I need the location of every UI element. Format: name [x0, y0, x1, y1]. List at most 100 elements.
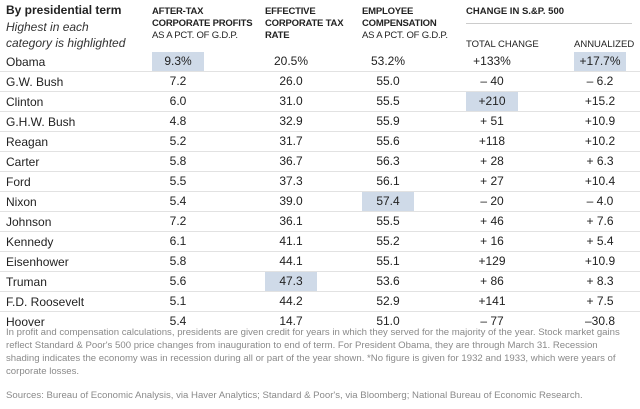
column-header-annualized: ANNUALIZED	[574, 39, 635, 50]
cell-total: – 40	[466, 72, 574, 91]
cell-total: + 28	[466, 152, 574, 171]
tax-value: 44.2	[279, 294, 303, 308]
cell-total: +141	[466, 292, 574, 311]
table-row: Eisenhower 5.8 44.1 55.1 +129 +10.9	[0, 252, 640, 272]
tax-value: 37.3	[279, 174, 303, 188]
profits-value: 5.2	[169, 134, 187, 148]
total-value: +141	[478, 294, 506, 308]
profits-value: 7.2	[169, 74, 187, 88]
president-name: G.W. Bush	[6, 74, 64, 89]
cell-total: + 51	[466, 112, 574, 131]
annual-value: –30.8	[584, 314, 616, 328]
tax-value: 26.0	[279, 74, 303, 88]
cell-profits: 4.8	[152, 112, 265, 131]
comp-value: 53.2%	[370, 54, 406, 68]
total-value: +129	[478, 254, 506, 268]
profits-value: 5.5	[169, 174, 187, 188]
column-header-tax: EFFECTIVE CORPORATE TAX RATE	[265, 6, 345, 42]
cell-tax: 26.0	[265, 72, 362, 91]
profits-value: 5.6	[169, 274, 187, 288]
column-header-total-change: TOTAL CHANGE	[466, 39, 539, 50]
data-table: Obama 9.3% 20.5% 53.2% +133% +17.7% G.W. Bush 7…	[0, 52, 640, 331]
table-row: F.D. Roosevelt 5.1 44.2 52.9 +141 + 7.5	[0, 292, 640, 312]
cell-annual: + 5.4	[574, 232, 640, 251]
cell-profits: 5.4	[152, 192, 265, 211]
cell-annual: + 6.3	[574, 152, 640, 171]
cell-profits: 6.1	[152, 232, 265, 251]
cell-profits: 7.2	[152, 72, 265, 91]
president-name: Clinton	[6, 94, 44, 109]
cell-total: + 46	[466, 212, 574, 231]
comp-value: 55.5	[376, 94, 400, 108]
comp-value: 55.1	[376, 254, 400, 268]
president-name: Nixon	[6, 194, 37, 209]
comp-value: 56.3	[376, 154, 400, 168]
cell-comp: 55.5	[362, 212, 466, 231]
profits-value: 5.8	[169, 154, 187, 168]
total-value: + 27	[480, 174, 504, 188]
president-name: Carter	[6, 154, 40, 169]
total-value: + 86	[480, 274, 504, 288]
annual-value: – 6.2	[586, 74, 614, 88]
cell-profits: 5.6	[152, 272, 265, 291]
profits-value: 6.0	[169, 94, 187, 108]
total-value: +118	[478, 134, 506, 148]
cell-profits: 5.4	[152, 312, 265, 331]
total-value: + 46	[480, 214, 504, 228]
comp-value: 55.5	[376, 214, 400, 228]
president-name: Eisenhower	[6, 254, 69, 269]
cell-total: + 86	[466, 272, 574, 291]
president-name: Ford	[6, 174, 31, 189]
annual-value: – 4.0	[586, 194, 614, 208]
cell-total: +129	[466, 252, 574, 271]
table-title: By presidential term	[6, 3, 122, 17]
profits-value: 9.3%	[152, 52, 204, 71]
annual-value: + 7.5	[586, 294, 614, 308]
cell-comp: 53.2%	[362, 52, 466, 71]
cell-tax: 20.5%	[265, 52, 362, 71]
cell-annual: – 4.0	[574, 192, 640, 211]
column-header-comp-sub: AS A PCT. OF G.D.P.	[362, 30, 448, 41]
profits-value: 7.2	[169, 214, 187, 228]
cell-tax: 36.7	[265, 152, 362, 171]
tax-value: 36.1	[279, 214, 303, 228]
comp-value: 55.2	[376, 234, 400, 248]
sources: Sources: Bureau of Economic Analysis, vi…	[6, 390, 583, 401]
tax-value: 32.9	[279, 114, 303, 128]
cell-total: + 16	[466, 232, 574, 251]
column-group-sp500: CHANGE IN S.&P. 500	[466, 6, 632, 24]
annual-value: +17.7%	[574, 52, 626, 71]
cell-profits: 5.8	[152, 152, 265, 171]
president-name: Kennedy	[6, 234, 54, 249]
table-row: Johnson 7.2 36.1 55.5 + 46 + 7.6	[0, 212, 640, 232]
cell-comp: 55.1	[362, 252, 466, 271]
president-name: F.D. Roosevelt	[6, 294, 85, 309]
column-header-profits: AFTER-TAX CORPORATE PROFITS AS A PCT. OF…	[152, 6, 262, 42]
total-value: +210	[466, 92, 518, 111]
president-name: Obama	[6, 54, 46, 69]
tax-value: 31.0	[279, 94, 303, 108]
comp-value: 53.6	[376, 274, 400, 288]
cell-total: + 27	[466, 172, 574, 191]
cell-annual: +10.9	[574, 112, 640, 131]
table-row: Clinton 6.0 31.0 55.5 +210 +15.2	[0, 92, 640, 112]
profits-value: 5.4	[169, 194, 187, 208]
comp-value: 57.4	[362, 192, 414, 211]
table-row: Nixon 5.4 39.0 57.4 – 20 – 4.0	[0, 192, 640, 212]
comp-value: 56.1	[376, 174, 400, 188]
total-value: + 28	[480, 154, 504, 168]
annual-value: +10.4	[584, 174, 616, 188]
cell-profits: 5.2	[152, 132, 265, 151]
annual-value: +10.9	[584, 114, 616, 128]
cell-tax: 31.0	[265, 92, 362, 111]
tax-value: 31.7	[279, 134, 303, 148]
profits-value: 5.1	[169, 294, 187, 308]
table-header: By presidential term Highest in each cat…	[0, 0, 640, 52]
cell-total: – 77	[466, 312, 574, 331]
cell-tax: 31.7	[265, 132, 362, 151]
column-header-tax-title: EFFECTIVE CORPORATE TAX RATE	[265, 6, 344, 41]
cell-profits: 6.0	[152, 92, 265, 111]
cell-annual: + 8.3	[574, 272, 640, 291]
tax-value: 41.1	[279, 234, 303, 248]
cell-comp: 55.9	[362, 112, 466, 131]
